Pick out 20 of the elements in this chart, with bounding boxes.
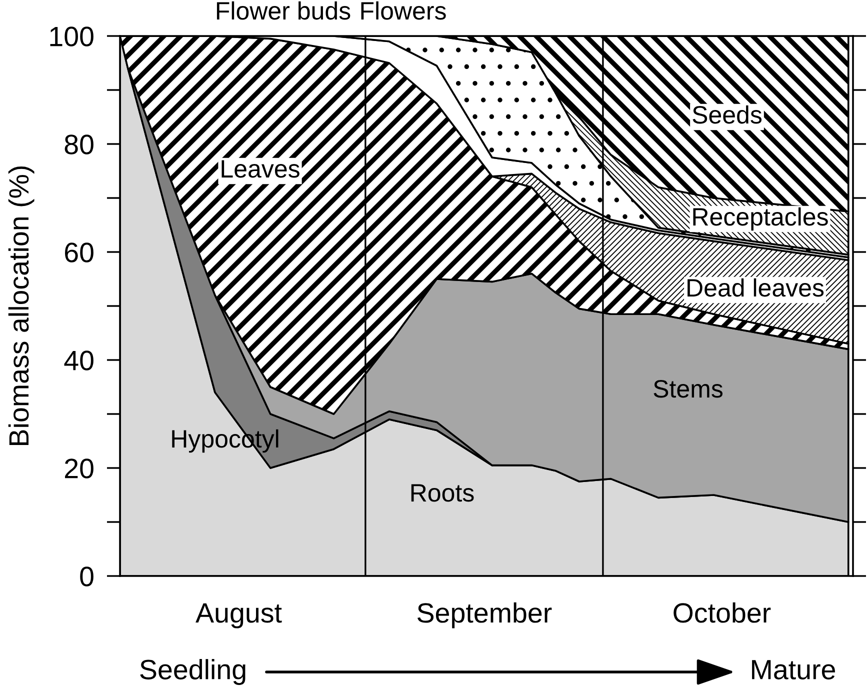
y-tick-label: 40	[64, 350, 94, 370]
series-label: Receptacles	[693, 207, 828, 231]
series-label: Leaves	[222, 160, 300, 178]
series-label: Roots	[411, 484, 474, 502]
x-tick-label: September	[418, 602, 552, 628]
series-label: Dead leaves	[688, 278, 824, 297]
y-axis-title: Biomass allocation (%)	[8, 166, 34, 445]
y-tick-label: 80	[64, 134, 94, 154]
y-tick-label: 20	[65, 458, 94, 478]
y-tick-label: 100	[50, 26, 94, 46]
text: Seedling	[140, 659, 246, 685]
text: Mature	[752, 660, 835, 680]
series-label: Stems	[654, 380, 723, 398]
x-tick-label: August	[196, 603, 282, 628]
y-tick-label: 60	[65, 242, 94, 262]
series-label: Flowers	[361, 1, 446, 20]
series-label: Seeds	[692, 105, 762, 124]
series-label: Flower buds	[216, 1, 350, 20]
y-tick-label: 0	[80, 566, 94, 586]
x-tick-label: October	[674, 602, 771, 623]
